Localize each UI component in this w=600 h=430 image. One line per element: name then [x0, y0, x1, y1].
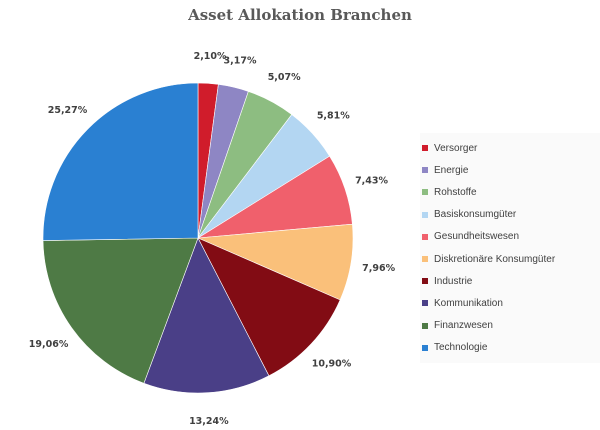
legend-item-finanzwesen: Finanzwesen: [420, 315, 600, 337]
data-label-technologie: 25,27%: [48, 105, 88, 116]
legend-swatch: [422, 344, 428, 351]
legend-label: Versorger: [434, 142, 478, 154]
data-label-kommunikation: 13,24%: [189, 416, 229, 427]
legend-swatch: [422, 233, 428, 240]
legend-label: Rohstoffe: [434, 186, 477, 198]
legend-item-versorger: Versorger: [420, 137, 600, 159]
legend-item-industrie: Industrie: [420, 270, 600, 292]
data-label-versorger: 2,10%: [194, 51, 227, 62]
data-label-energie: 3,17%: [224, 55, 257, 66]
legend-swatch: [422, 211, 428, 218]
data-label-rohstoffe: 5,07%: [268, 72, 301, 83]
legend-swatch: [422, 256, 428, 263]
legend-label: Diskretionäre Konsumgüter: [434, 253, 556, 265]
legend-label: Industrie: [434, 275, 473, 287]
data-label-industrie: 10,90%: [312, 359, 352, 370]
legend-swatch: [422, 278, 428, 285]
legend-swatch: [422, 189, 428, 196]
legend-item-gesundheitswesen: Gesundheitswesen: [420, 226, 600, 248]
legend-item-energie: Energie: [420, 159, 600, 181]
legend-label: Kommunikation: [434, 297, 503, 309]
chart-legend: Versorger Energie Rohstoffe Basiskonsumgüte…: [420, 133, 600, 363]
legend-label: Finanzwesen: [434, 320, 493, 332]
data-label-finanzwesen: 19,06%: [29, 339, 69, 350]
data-label-diskretionaere-konsumgueter: 7,96%: [362, 263, 395, 274]
pie-slice-industrie: [197, 237, 341, 377]
pie-slice-technologie: [42, 82, 199, 241]
pie-slices: [42, 82, 354, 394]
legend-label: Gesundheitswesen: [434, 231, 520, 243]
legend-swatch: [422, 145, 428, 152]
data-label-basiskonsumgueter: 5,81%: [317, 110, 350, 121]
data-label-gesundheitswesen: 7,43%: [355, 175, 388, 186]
legend-item-technologie: Technologie: [420, 337, 600, 359]
pie-slice-finanzwesen: [42, 237, 199, 384]
pie-data-labels: 2,10%3,17% 5,07% 5,81% 7,43% 7,96% 10,90% 13,2…: [29, 51, 396, 427]
legend-swatch: [422, 300, 428, 307]
pie-slice-kommunikation: [143, 237, 270, 394]
legend-item-rohstoffe: Rohstoffe: [420, 181, 600, 203]
legend-item-diskretionaere-konsumgueter: Diskretionäre Konsumgüter: [420, 248, 600, 270]
legend-label: Energie: [434, 164, 469, 176]
legend-item-basiskonsumgueter: Basiskonsumgüter: [420, 204, 600, 226]
legend-label: Basiskonsumgüter: [434, 209, 517, 221]
legend-swatch: [422, 322, 428, 329]
legend-item-kommunikation: Kommunikation: [420, 292, 600, 314]
legend-swatch: [422, 167, 428, 174]
chart-title: Asset Allokation Branchen: [188, 6, 412, 24]
legend-label: Technologie: [434, 342, 488, 354]
